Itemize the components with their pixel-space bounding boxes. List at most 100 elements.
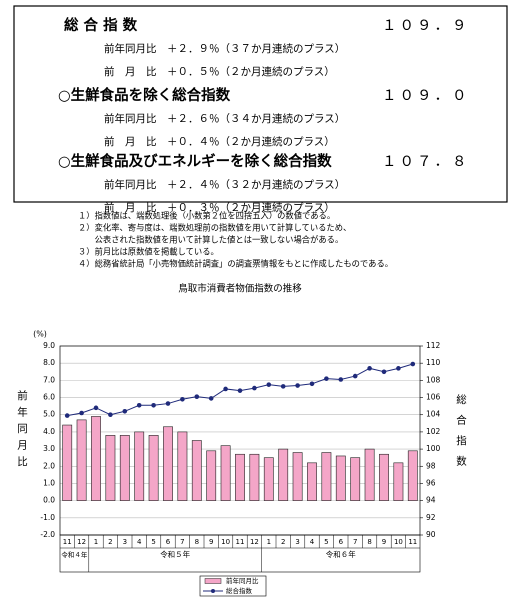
y-tick-label: 5.0 — [43, 410, 55, 419]
bar — [307, 462, 317, 501]
year-label: 令和６年 — [326, 549, 356, 559]
summary-row: 前 月 比 ＋０．３％（２か月連続のプラス） — [104, 201, 335, 214]
summary: 総 合 指 数 １０９．９ 前年同月比 ＋２．９％（３７か月連続のプラス） 前 月 比… — [58, 16, 470, 214]
marker — [122, 408, 128, 414]
bar — [148, 435, 159, 501]
x-tick-label: 5 — [151, 538, 155, 546]
y2-tick-label: 98 — [426, 461, 436, 470]
marker — [396, 366, 401, 371]
y-tick-label: 0.0 — [43, 496, 55, 505]
y-tick-label: 2.0 — [43, 461, 55, 470]
x-tick-label: 4 — [137, 538, 142, 546]
bar — [119, 435, 130, 501]
y-tick-label: 3.0 — [43, 444, 55, 453]
marker — [194, 394, 200, 399]
marker — [367, 366, 372, 371]
bar — [393, 462, 404, 501]
bar — [105, 435, 116, 501]
bar — [407, 450, 418, 501]
y2-axis-title: 総合指数 — [455, 393, 467, 476]
summary-title: ○生鮮食品及びエネルギーを除く総合指数 — [58, 152, 332, 170]
marker — [136, 402, 142, 408]
marker — [151, 402, 156, 408]
summary-box — [13, 5, 508, 203]
marker — [93, 405, 99, 411]
x-tick-label: 3 — [123, 538, 127, 546]
marker — [165, 401, 171, 406]
marker — [352, 373, 358, 379]
marker — [79, 410, 84, 416]
x-tick-label: 11 — [408, 538, 417, 546]
note: ４）総務省統計局「小売物価統計調査」の調査票情報をもとに作成したものである。 — [78, 259, 393, 269]
legend-swatch — [204, 578, 222, 584]
bar — [220, 445, 231, 501]
summary-row: 前年同月比 ＋２．９％（３７か月連続のプラス） — [104, 42, 345, 55]
chart-title: 鳥取市消費者物価指数の推移 — [178, 283, 302, 295]
marker — [295, 383, 300, 388]
y2-tick-label: 112 — [426, 341, 441, 350]
y2-tick-label: 96 — [426, 478, 436, 487]
bar — [379, 453, 389, 501]
bar — [134, 431, 145, 501]
x-tick-label: 11 — [63, 538, 72, 546]
x-tick-label: 10 — [221, 538, 230, 546]
y2-tick-label: 94 — [426, 496, 436, 505]
y-tick-label: 1.0 — [43, 478, 55, 487]
y2-tick-label: 106 — [426, 393, 441, 402]
marker — [237, 388, 243, 393]
marker — [410, 361, 416, 367]
y2-tick-label: 108 — [426, 375, 441, 384]
x-tick-label: 7 — [353, 538, 357, 546]
marker — [64, 413, 70, 418]
summary-row: 前 月 比 ＋０．４％（２か月連続のプラス） — [104, 135, 335, 148]
y2-tick-label: 92 — [426, 513, 436, 522]
x-tick-label: 1 — [267, 538, 271, 546]
summary-title: 総 合 指 数 — [64, 16, 138, 34]
bar — [91, 416, 101, 501]
bar — [62, 424, 73, 501]
y-unit: (%) — [33, 330, 47, 339]
bar — [235, 453, 245, 501]
x-tick-label: 2 — [281, 538, 285, 546]
bar — [335, 455, 346, 501]
y-tick-label: 9.0 — [43, 341, 55, 350]
y-tick-label: 6.0 — [43, 393, 55, 402]
y2-tick-label: 90 — [426, 530, 436, 539]
x-tick-label: 3 — [295, 538, 299, 546]
legend-label: 前年同月比 — [226, 576, 259, 585]
y-tick-label: -2.0 — [40, 530, 55, 539]
x-tick-label: 5 — [324, 538, 328, 546]
summary-row: 前 月 比 ＋０．５％（２か月連続のプラス） — [104, 65, 335, 78]
y-tick-label: 4.0 — [43, 427, 55, 436]
marker — [324, 376, 329, 381]
bar — [249, 453, 260, 501]
x-tick-label: 9 — [209, 538, 213, 546]
bar — [177, 431, 188, 501]
x-tick-label: 11 — [236, 538, 245, 546]
marker — [280, 384, 286, 389]
summary-value: １０９．９ — [382, 18, 470, 34]
y-tick-label: 7.0 — [43, 375, 55, 384]
year-label: 令和５年 — [160, 549, 190, 559]
bar — [163, 426, 173, 501]
y2-tick-label: 100 — [426, 444, 441, 453]
bar — [191, 440, 202, 501]
x-tick-label: 7 — [180, 538, 184, 546]
chart: 鳥取市消費者物価指数の推移(%)前年同月比 総合指数-2.0-1.00.01.02… — [16, 283, 467, 597]
marker — [309, 381, 315, 387]
summary-row: 前年同月比 ＋２．６％（３４か月連続のプラス） — [104, 112, 345, 125]
y-tick-label: 8.0 — [43, 358, 55, 367]
notes: １）指数値は、端数処理後（小数第２位を四捨五入）の数値である。 ２）変化率、寄与度… — [78, 211, 393, 269]
y2-tick-label: 110 — [426, 358, 441, 367]
x-tick-label: 4 — [310, 538, 315, 546]
marker — [381, 369, 387, 375]
marker — [223, 386, 228, 392]
year-label: 令和４年 — [61, 550, 88, 559]
summary-title: ○生鮮食品を除く総合指数 — [58, 86, 231, 104]
x-tick-label: 12 — [77, 538, 86, 546]
legend-label: 総合指数 — [226, 586, 253, 595]
x-tick-label: 2 — [108, 538, 112, 546]
x-tick-label: 6 — [339, 538, 344, 546]
note: 公表された指数値を用いて計算した値とは一致しない場合がある。 — [78, 235, 343, 245]
